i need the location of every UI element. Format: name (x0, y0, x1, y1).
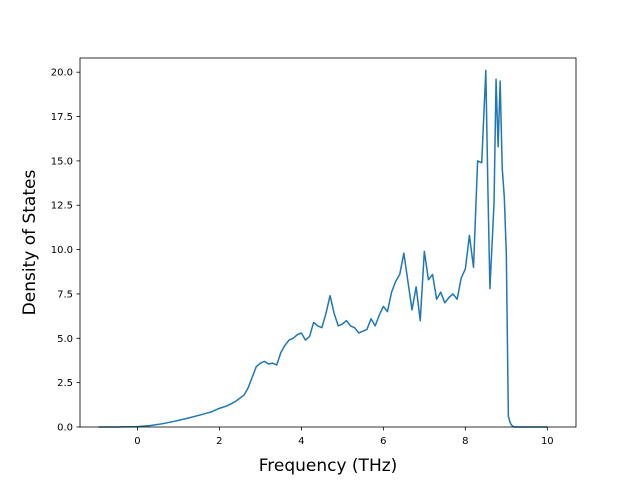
y-tick-label: 20.0 (51, 68, 73, 79)
y-tick-label: 10.0 (51, 245, 73, 256)
y-tick-label: 15.0 (51, 156, 73, 167)
y-tick-label: 0.0 (57, 423, 73, 434)
x-tick-label: 4 (298, 436, 304, 447)
plot-area (98, 69, 548, 428)
x-tick-label: 10 (541, 436, 554, 447)
y-axis-label: Density of States (20, 170, 40, 316)
y-tick-label: 12.5 (51, 201, 73, 212)
y-axis: 0.0 2.5 5.0 7.5 10.0 12.5 15.0 17.5 20.0 (51, 68, 80, 434)
axes-frame (79, 57, 577, 428)
x-tick-label: 6 (380, 436, 386, 447)
x-tick-label: 0 (134, 436, 140, 447)
dos-series-line (98, 69, 548, 428)
y-tick-label: 17.5 (51, 112, 73, 123)
x-tick-label: 8 (462, 436, 468, 447)
x-tick-label: 2 (216, 436, 222, 447)
x-axis: 0 2 4 6 8 10 (134, 427, 554, 447)
x-axis-label: Frequency (THz) (259, 456, 398, 476)
y-tick-label: 7.5 (57, 289, 73, 300)
y-tick-label: 5.0 (57, 334, 73, 345)
y-tick-label: 2.5 (57, 378, 73, 389)
